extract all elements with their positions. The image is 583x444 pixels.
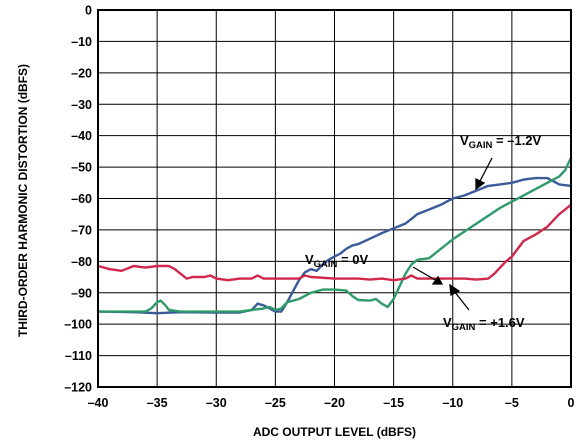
arrow-minus12-head bbox=[475, 177, 486, 191]
y-tick-label: –100 bbox=[64, 318, 92, 332]
series-line-1 bbox=[96, 156, 573, 313]
y-axis-title: THIRD-ORDER HARMONIC DISTORTION (dBFS) bbox=[16, 64, 30, 337]
y-tick-label: –20 bbox=[71, 66, 92, 80]
x-tick-label: –35 bbox=[147, 396, 168, 410]
y-tick-label: –10 bbox=[71, 35, 92, 49]
y-tick-label: –110 bbox=[65, 349, 92, 363]
series-line-2 bbox=[96, 203, 573, 282]
annotation-sub: GAIN bbox=[314, 259, 338, 270]
annotation-arrows bbox=[412, 157, 493, 311]
x-tick-label: –15 bbox=[383, 396, 404, 410]
y-tick-label: –70 bbox=[71, 223, 92, 237]
y-tick-label: –120 bbox=[64, 381, 92, 395]
plot-frame bbox=[97, 9, 572, 388]
annotation-rest: = +1.6V bbox=[475, 315, 524, 330]
arrow-zero-line bbox=[412, 266, 438, 282]
x-tick-label: –25 bbox=[265, 396, 286, 410]
annotation-vgain-plus1-6v: VGAIN = +1.6V bbox=[443, 315, 525, 333]
arrow-minus12-line bbox=[478, 157, 493, 184]
y-tick-label: –30 bbox=[71, 98, 92, 112]
x-tick-label: –30 bbox=[206, 396, 227, 410]
y-tick-label: –60 bbox=[71, 192, 92, 206]
x-tick-label: –10 bbox=[442, 396, 463, 410]
y-tick-label: –40 bbox=[71, 129, 92, 143]
annotation-v: V bbox=[460, 133, 469, 148]
y-tick-labels: 0 –10 –20 –30 –40 –50 –60 –70 –80 –90 –100 –110 –120 bbox=[64, 4, 92, 395]
x-tick-label: 0 bbox=[568, 396, 575, 410]
arrow-plus16-head bbox=[449, 283, 461, 297]
annotation-vgain-minus1-2v: VGAIN = –1.2V bbox=[460, 133, 542, 151]
y-tick-label: –90 bbox=[71, 286, 92, 300]
annotation-sub: GAIN bbox=[469, 140, 493, 151]
series-line-0 bbox=[96, 176, 573, 315]
y-tick-label: –50 bbox=[71, 161, 92, 175]
x-tick-labels: –40 –35 –30 –25 –20 –15 –10 –5 0 bbox=[88, 396, 575, 410]
arrow-zero-head bbox=[431, 275, 444, 285]
x-tick-label: –5 bbox=[505, 396, 519, 410]
series-layer bbox=[96, 156, 573, 315]
annotation-v: V bbox=[443, 315, 452, 330]
annotation-rest: = 0V bbox=[337, 252, 368, 267]
x-tick-label: –20 bbox=[324, 396, 345, 410]
x-tick-label: –40 bbox=[88, 396, 109, 410]
annotation-v: V bbox=[305, 252, 314, 267]
x-axis-title: ADC OUTPUT LEVEL (dBFS) bbox=[253, 425, 416, 439]
annotation-sub: GAIN bbox=[452, 322, 476, 333]
y-tick-label: 0 bbox=[85, 4, 92, 18]
annotation-rest: = –1.2V bbox=[492, 133, 541, 148]
arrow-plus16-line bbox=[453, 290, 470, 311]
annotation-vgain-0v: VGAIN = 0V bbox=[305, 252, 368, 270]
y-tick-label: –80 bbox=[71, 255, 92, 269]
